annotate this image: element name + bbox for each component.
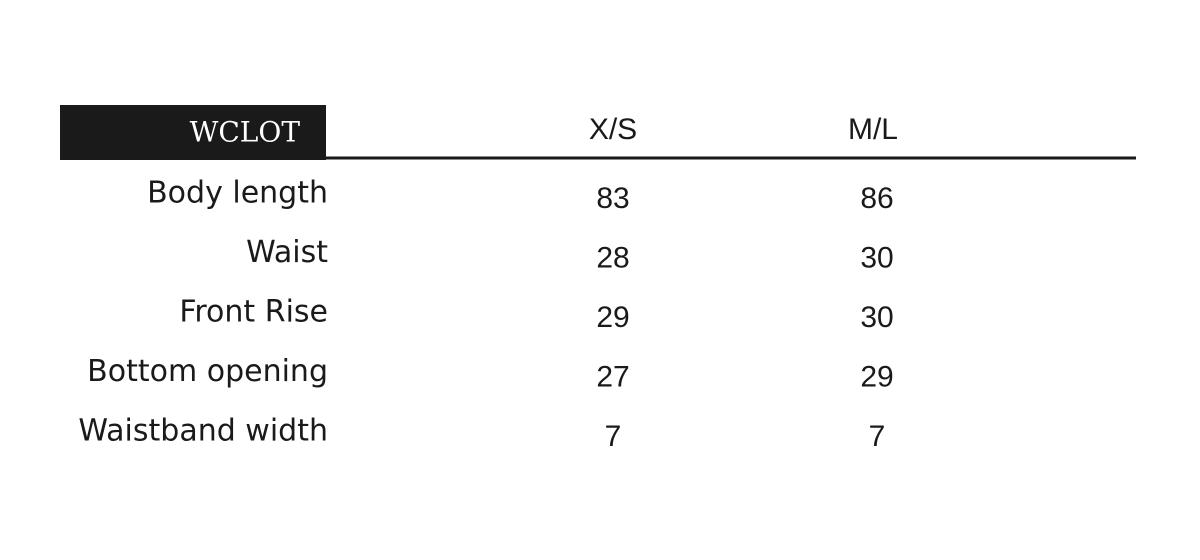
row-label: Front Rise	[179, 295, 328, 330]
table-title: WCLOT	[190, 116, 301, 149]
row-label: Waistband width	[78, 414, 328, 449]
cell-value: 83	[596, 182, 629, 215]
column-header: X/S	[589, 113, 637, 146]
row-label: Waist	[246, 235, 328, 270]
cell-value: 86	[860, 182, 893, 215]
column-header: M/L	[848, 113, 898, 146]
cell-value: 30	[860, 241, 893, 274]
cell-value: 29	[860, 360, 893, 393]
cell-value: 30	[860, 301, 893, 334]
cell-value: 27	[596, 360, 629, 393]
title-box	[60, 105, 326, 160]
cell-value: 7	[605, 420, 622, 453]
cell-value: 7	[869, 420, 886, 453]
cell-value: 28	[596, 241, 629, 274]
cell-value: 29	[596, 301, 629, 334]
row-label: Bottom opening	[87, 354, 328, 389]
row-label: Body length	[147, 176, 328, 211]
